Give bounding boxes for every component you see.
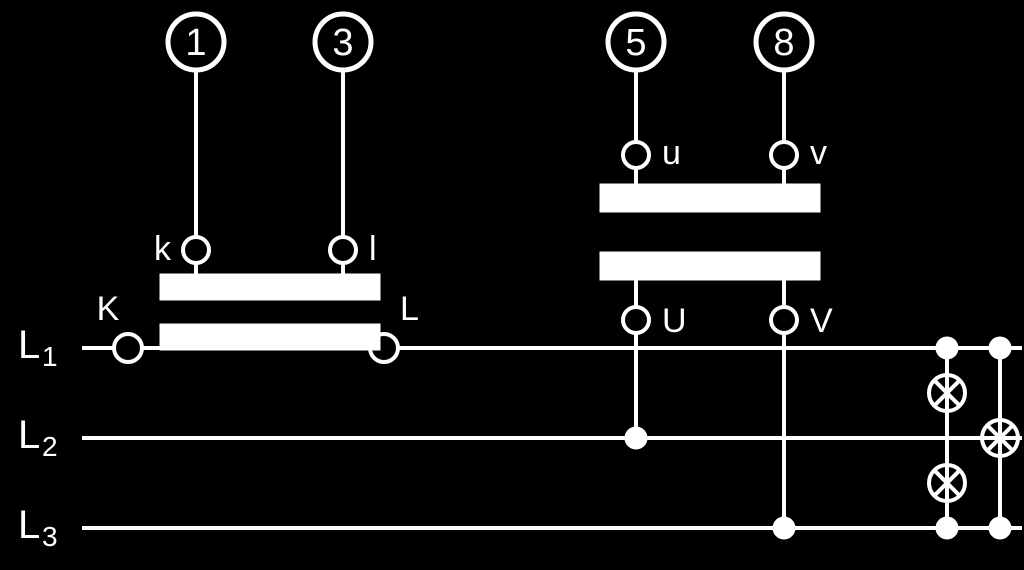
line-label-l3: L3 [18,503,58,552]
vt-bar-bot [600,252,820,280]
term-u [623,142,649,168]
balloon-label-3: 3 [332,22,353,64]
balloon-label-1: 1 [185,22,206,64]
line-label-l2: L2 [18,413,58,462]
label-u: u [662,134,681,172]
term-V [771,307,797,333]
lamp-dot-0 [936,337,958,359]
term-l [330,237,356,263]
svg-text:2: 2 [42,431,58,462]
label-K: K [97,290,120,328]
line-label-l1: L1 [18,323,58,372]
term-U [623,307,649,333]
svg-text:L: L [18,413,40,457]
ct-bar-top [160,274,380,300]
balloon-label-8: 8 [773,22,794,64]
label-U: U [662,302,687,340]
label-k: k [154,230,172,268]
junction-V-L3 [773,517,795,539]
term-v [771,142,797,168]
label-v: v [810,134,827,172]
svg-text:3: 3 [42,521,58,552]
lamp-dot-1 [989,337,1011,359]
label-l: l [369,230,377,268]
lamp-dot-2 [936,517,958,539]
ct-bar-bot [160,324,380,350]
vt-bar-top [600,184,820,212]
svg-text:L: L [18,503,40,547]
lamp-dot-3 [989,517,1011,539]
label-L: L [400,290,419,328]
svg-text:1: 1 [42,341,58,372]
label-V: V [810,302,833,340]
junction-U-L2 [625,427,647,449]
term-K [114,334,142,362]
svg-text:L: L [18,323,40,367]
balloon-label-5: 5 [625,22,646,64]
term-k [183,237,209,263]
